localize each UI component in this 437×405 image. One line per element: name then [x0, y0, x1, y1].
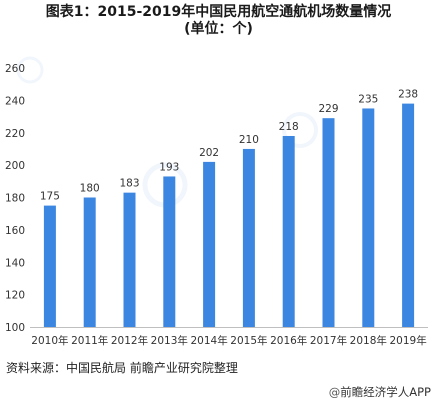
y-tick-label: 200: [5, 160, 25, 172]
bar-value-label: 229: [318, 103, 338, 115]
bar-value-label: 175: [40, 191, 60, 203]
bar-value-label: 238: [398, 89, 418, 101]
bar: [242, 148, 255, 327]
chart-title-line2: (单位：个): [184, 21, 253, 37]
bar: [322, 118, 335, 328]
bar: [362, 108, 375, 327]
x-tick-label: 2016年: [270, 334, 307, 347]
y-tick-label: 180: [5, 193, 25, 205]
brand-credit: @前瞻经济学人APP: [329, 384, 431, 400]
chart-title-line1: 图表1：2015-2019年中国民用航空通航机场数量情况: [45, 4, 392, 20]
at-icon: @: [328, 385, 341, 399]
x-tick-label: 2018年: [350, 334, 387, 347]
x-tick-label: 2012年: [111, 334, 148, 347]
x-tick-label: 2019年: [389, 334, 426, 347]
x-tick-label: 2014年: [190, 334, 227, 347]
bar: [83, 197, 96, 327]
y-tick-label: 120: [5, 290, 25, 302]
bar-value-label: 218: [279, 121, 299, 133]
bar-value-label: 193: [159, 161, 179, 173]
y-tick-label: 160: [5, 225, 25, 237]
y-tick-label: 140: [5, 257, 25, 269]
brand-name: 前瞻经济学人APP: [340, 385, 431, 399]
bar: [123, 192, 136, 327]
bar: [402, 103, 415, 327]
bar: [282, 135, 295, 327]
watermark-logo-icon: [16, 56, 44, 84]
y-tick-label: 260: [5, 63, 25, 75]
x-tick-label: 2010年: [31, 334, 68, 347]
x-tick-label: 2017年: [310, 334, 347, 347]
bar-value-label: 180: [80, 183, 100, 195]
bar: [43, 205, 56, 327]
y-tick-label: 240: [5, 95, 25, 107]
y-tick-label: 100: [5, 322, 25, 334]
bar-value-label: 235: [358, 93, 378, 105]
bar: [163, 176, 176, 327]
watermark-logo-icon: [282, 112, 318, 148]
bar-value-label: 183: [119, 178, 139, 190]
source-note: 资料来源：中国民航局 前瞻产业研究院整理: [6, 361, 238, 375]
bar-value-label: 210: [239, 134, 259, 146]
bar-value-label: 202: [199, 147, 219, 159]
chart-title: 图表1：2015-2019年中国民用航空通航机场数量情况 (单位：个): [0, 4, 437, 38]
x-tick-label: 2013年: [151, 334, 188, 347]
x-tick-label: 2015年: [230, 334, 267, 347]
x-tick-label: 2011年: [71, 334, 108, 347]
bar: [203, 161, 216, 327]
y-tick-label: 220: [5, 128, 25, 140]
